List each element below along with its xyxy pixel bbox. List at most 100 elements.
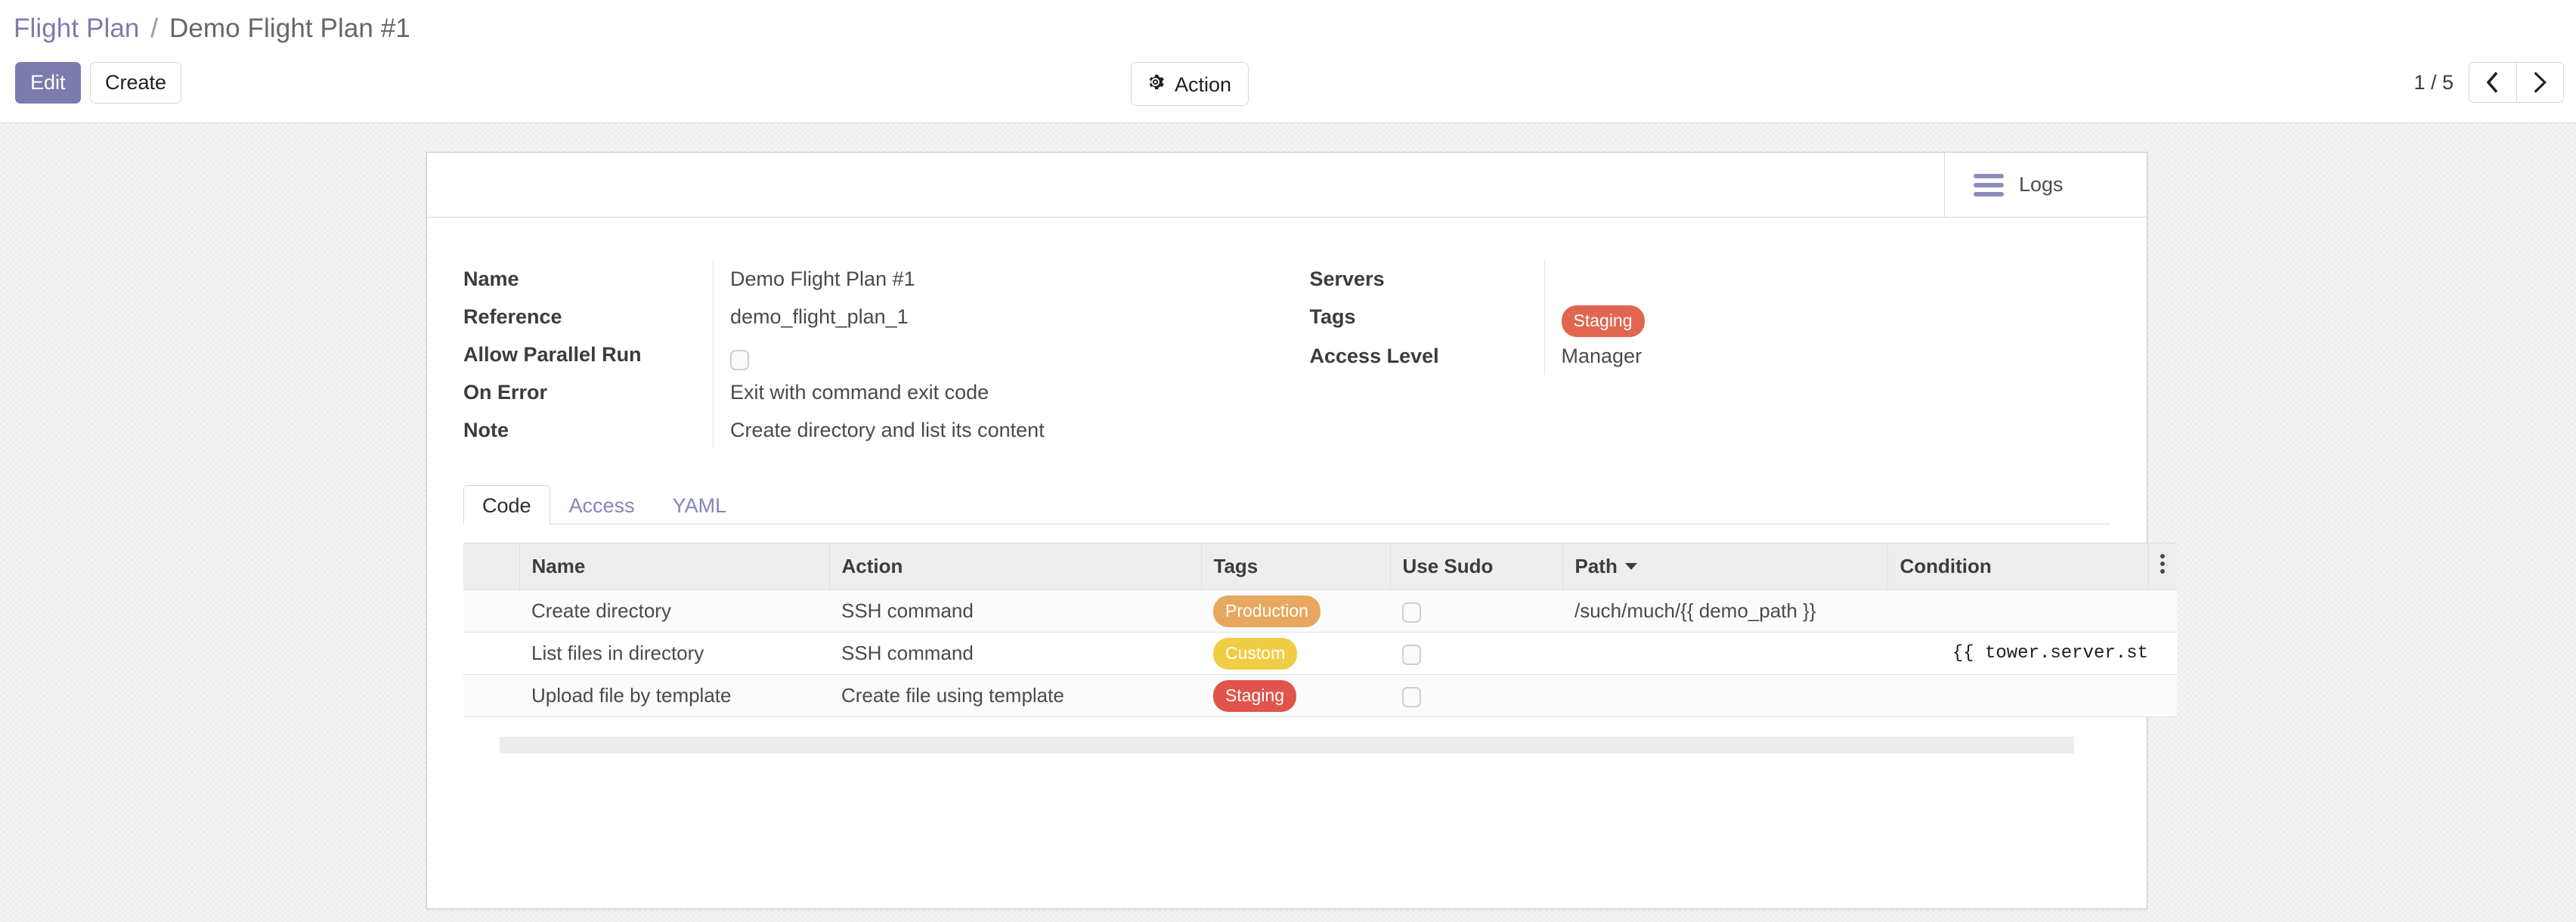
notebook: Code Access YAML bbox=[463, 485, 2110, 524]
use-sudo-checkbox[interactable] bbox=[1402, 602, 1421, 623]
cell-use-sudo[interactable] bbox=[1390, 632, 1562, 675]
sheet-button-box: Logs bbox=[427, 153, 2147, 218]
cell-row-options bbox=[2148, 674, 2177, 717]
value-reference[interactable]: demo_flight_plan_1 bbox=[713, 298, 1257, 336]
label-reference: Reference bbox=[463, 305, 562, 328]
tag-badge-custom[interactable]: Custom bbox=[1213, 637, 1298, 670]
value-tags[interactable]: Staging bbox=[1543, 298, 2111, 337]
tag-badge-staging[interactable]: Staging bbox=[1213, 679, 1297, 712]
cell-name[interactable]: Create directory bbox=[519, 589, 829, 633]
breadcrumb-separator: / bbox=[150, 14, 159, 43]
cell-name[interactable]: List files in directory bbox=[519, 632, 829, 675]
logs-stat-button[interactable]: Logs bbox=[1944, 153, 2147, 217]
label-allow-parallel-run: Allow Parallel Run bbox=[463, 343, 642, 366]
value-allow-parallel-run bbox=[713, 336, 1257, 373]
cell-path[interactable]: /such/much/{{ demo_path }} bbox=[1562, 589, 1887, 633]
label-servers: Servers bbox=[1309, 268, 1385, 290]
use-sudo-checkbox[interactable] bbox=[1402, 644, 1421, 665]
row-lead-cell bbox=[463, 589, 519, 633]
value-access-level[interactable]: Manager bbox=[1543, 336, 2111, 375]
field-row-servers: Servers bbox=[1310, 260, 2111, 298]
cell-name[interactable]: Upload file by template bbox=[519, 674, 829, 717]
breadcrumb-current-record: Demo Flight Plan #1 bbox=[169, 14, 410, 43]
tab-code[interactable]: Code bbox=[463, 485, 550, 524]
use-sudo-checkbox[interactable] bbox=[1402, 686, 1421, 707]
chevron-right-icon bbox=[2534, 72, 2547, 93]
column-header-use-sudo[interactable]: Use Sudo bbox=[1390, 543, 1563, 590]
table-row[interactable]: Create directory SSH command Production … bbox=[463, 589, 2177, 633]
cell-path[interactable] bbox=[1562, 674, 1887, 717]
field-group-right: Servers Tags Staging Access Level Manage… bbox=[1287, 260, 2111, 449]
cell-condition[interactable] bbox=[1887, 589, 2148, 633]
field-row-reference: Reference demo_flight_plan_1 bbox=[463, 298, 1257, 336]
commands-list: Name Action Tags Use Sudo Path Condition bbox=[463, 543, 2177, 753]
column-header-name[interactable]: Name bbox=[519, 543, 830, 590]
gear-icon bbox=[1146, 73, 1165, 95]
field-row-on-error: On Error Exit with command exit code bbox=[463, 373, 1257, 411]
value-note[interactable]: Create directory and list its content bbox=[713, 411, 1257, 449]
tab-yaml[interactable]: YAML bbox=[672, 494, 727, 517]
label-on-error: On Error bbox=[463, 381, 548, 404]
table-body: Create directory SSH command Production … bbox=[463, 589, 2177, 717]
cell-tags[interactable]: Custom bbox=[1201, 632, 1390, 675]
table-row[interactable]: List files in directory SSH command Cust… bbox=[463, 632, 2177, 675]
create-button[interactable]: Create bbox=[89, 62, 182, 104]
pager-buttons bbox=[2469, 62, 2564, 103]
pager: 1 / 5 bbox=[2413, 62, 2564, 103]
value-servers[interactable] bbox=[1543, 260, 2111, 298]
field-row-allow-parallel-run: Allow Parallel Run bbox=[463, 336, 1257, 373]
record-buttons: Edit Create bbox=[15, 62, 182, 104]
cell-row-options bbox=[2148, 632, 2177, 675]
label-tags: Tags bbox=[1309, 305, 1356, 328]
cell-action[interactable]: SSH command bbox=[829, 632, 1201, 675]
field-row-tags: Tags Staging bbox=[1310, 298, 2111, 337]
value-on-error[interactable]: Exit with command exit code bbox=[713, 373, 1257, 411]
field-row-name: Name Demo Flight Plan #1 bbox=[463, 260, 1257, 298]
row-lead-cell bbox=[463, 632, 519, 675]
table-row[interactable]: Upload file by template Create file usin… bbox=[463, 674, 2177, 717]
value-name[interactable]: Demo Flight Plan #1 bbox=[713, 260, 1257, 298]
sort-descending-caret-icon bbox=[1624, 562, 1637, 570]
allow-parallel-run-checkbox[interactable] bbox=[730, 349, 749, 370]
form-view-background: Logs Name Demo Flight Plan #1 Reference … bbox=[0, 123, 2576, 922]
cell-row-options bbox=[2148, 589, 2177, 633]
pager-next-button[interactable] bbox=[2516, 63, 2563, 102]
label-note: Note bbox=[463, 419, 509, 441]
cell-action[interactable]: Create file using template bbox=[829, 674, 1201, 717]
tab-access[interactable]: Access bbox=[568, 494, 635, 517]
list-bars-icon bbox=[1974, 173, 2004, 196]
cell-tags[interactable]: Staging bbox=[1201, 674, 1390, 717]
cell-path[interactable] bbox=[1562, 632, 1887, 675]
label-access-level: Access Level bbox=[1309, 344, 1439, 367]
column-header-path[interactable]: Path bbox=[1562, 543, 1888, 590]
kebab-menu-icon bbox=[2160, 551, 2166, 577]
cell-condition[interactable] bbox=[1887, 674, 2148, 717]
action-menu-button[interactable]: Action bbox=[1131, 62, 1249, 106]
field-group-area: Name Demo Flight Plan #1 Reference demo_… bbox=[427, 218, 2147, 449]
column-header-condition[interactable]: Condition bbox=[1887, 543, 2149, 590]
pager-previous-button[interactable] bbox=[2469, 63, 2516, 102]
column-header-path-label: Path bbox=[1574, 555, 1618, 577]
column-header-action[interactable]: Action bbox=[829, 543, 1202, 590]
tag-badge-production[interactable]: Production bbox=[1213, 595, 1321, 627]
record-sheet: Logs Name Demo Flight Plan #1 Reference … bbox=[426, 152, 2177, 909]
column-header-tags[interactable]: Tags bbox=[1201, 543, 1391, 590]
row-lead-cell bbox=[463, 674, 519, 717]
cell-use-sudo[interactable] bbox=[1390, 674, 1562, 717]
pager-counter: 1 / 5 bbox=[2413, 70, 2454, 94]
cell-condition[interactable]: {{ tower.server.st bbox=[1887, 632, 2148, 675]
notebook-tabs: Code Access YAML bbox=[463, 485, 2110, 524]
field-group-left: Name Demo Flight Plan #1 Reference demo_… bbox=[463, 260, 1287, 449]
edit-button[interactable]: Edit bbox=[15, 62, 81, 104]
control-panel: Flight Plan / Demo Flight Plan #1 Edit C… bbox=[0, 0, 2576, 123]
cell-action[interactable]: SSH command bbox=[829, 589, 1201, 633]
tag-badge-staging[interactable]: Staging bbox=[1561, 305, 1645, 337]
horizontal-scrollbar[interactable] bbox=[500, 737, 2074, 753]
field-row-note: Note Create directory and list its conte… bbox=[463, 411, 1257, 449]
label-name: Name bbox=[463, 268, 519, 290]
cell-tags[interactable]: Production bbox=[1201, 589, 1390, 633]
table-header-row: Name Action Tags Use Sudo Path Condition bbox=[463, 543, 2177, 590]
breadcrumb-root-link[interactable]: Flight Plan bbox=[14, 14, 140, 43]
cell-use-sudo[interactable] bbox=[1390, 589, 1562, 633]
optional-columns-dropdown[interactable] bbox=[2148, 543, 2177, 590]
